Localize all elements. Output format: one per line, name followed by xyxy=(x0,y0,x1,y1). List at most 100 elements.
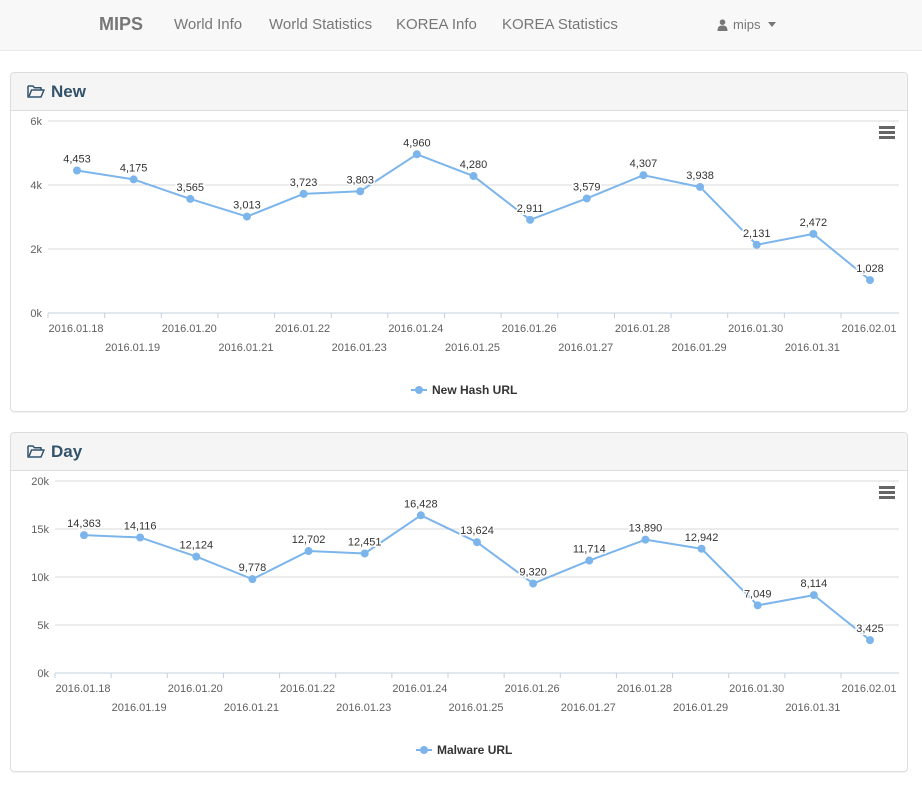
data-point[interactable] xyxy=(473,538,481,547)
x-tick-label: 2016.01.27 xyxy=(561,702,616,714)
data-point[interactable] xyxy=(412,150,421,159)
x-tick-label: 2016.01.24 xyxy=(388,323,443,335)
y-tick-label: 6k xyxy=(30,116,42,128)
data-point[interactable] xyxy=(809,591,818,600)
x-tick-label: 2016.01.29 xyxy=(672,342,727,354)
nav-korea-statistics[interactable]: KOREA Statistics xyxy=(502,16,618,33)
data-point[interactable] xyxy=(416,511,425,520)
data-label: 12,451 xyxy=(348,536,382,548)
data-label: 7,049 xyxy=(744,588,772,600)
data-point[interactable] xyxy=(753,601,762,610)
data-label: 3,013 xyxy=(233,200,261,212)
data-point[interactable] xyxy=(192,552,201,561)
panel-heading: Day xyxy=(11,433,907,471)
y-tick-label: 2k xyxy=(30,244,42,256)
data-label: 12,124 xyxy=(179,540,213,552)
data-label: 3,565 xyxy=(177,182,205,194)
x-tick-label: 2016.01.29 xyxy=(673,702,728,714)
x-tick-label: 2016.01.26 xyxy=(502,323,557,335)
data-point[interactable] xyxy=(129,175,138,184)
data-point[interactable] xyxy=(585,556,594,565)
data-point[interactable] xyxy=(529,579,538,588)
x-tick-label: 2016.01.23 xyxy=(332,342,387,354)
x-tick-label: 2016.01.26 xyxy=(505,683,560,695)
panel-day: Day 0k 5k 10k 15k 20k 2016.01.18 2016.01.19 201… xyxy=(10,432,908,772)
line-chart-day: 0k5k10k15k20k2016.01.182016.01.192016.01… xyxy=(31,476,899,757)
data-label: 9,778 xyxy=(239,562,267,574)
data-point[interactable] xyxy=(73,166,81,175)
x-tick-label: 2016.01.19 xyxy=(112,702,167,714)
data-label: 2,911 xyxy=(517,203,544,215)
y-tick-label: 20k xyxy=(31,476,49,488)
data-point[interactable] xyxy=(242,212,251,221)
navbar: MIPS World Info World Statistics KOREA I… xyxy=(0,0,922,51)
data-point[interactable] xyxy=(866,636,874,645)
data-point[interactable] xyxy=(697,544,706,553)
data-label: 4,960 xyxy=(403,137,431,149)
x-tick-label: 2016.01.22 xyxy=(275,323,330,335)
data-point[interactable] xyxy=(80,531,88,540)
x-tick-label: 2016.01.21 xyxy=(224,702,279,714)
data-point[interactable] xyxy=(641,535,650,544)
data-label: 3,723 xyxy=(290,177,318,189)
y-tick-label: 15k xyxy=(31,524,49,536)
x-tick-label: 2016.01.20 xyxy=(168,683,223,695)
data-point[interactable] xyxy=(136,533,145,542)
data-point[interactable] xyxy=(299,189,308,198)
data-point[interactable] xyxy=(248,575,257,584)
x-tick-label: 2016.01.19 xyxy=(105,342,160,354)
data-point[interactable] xyxy=(582,194,591,203)
x-tick-label: 2016.01.28 xyxy=(617,683,672,695)
nav-korea-info[interactable]: KOREA Info xyxy=(396,16,477,33)
x-tick-label: 2016.01.25 xyxy=(445,342,500,354)
data-label: 13,890 xyxy=(629,523,663,535)
data-label: 4,280 xyxy=(460,159,488,171)
nav-world-info[interactable]: World Info xyxy=(174,16,243,33)
x-tick-label: 2016.01.30 xyxy=(728,323,783,335)
chevron-down-icon xyxy=(768,22,777,27)
x-tick-label: 2016.02.01 xyxy=(841,683,896,695)
data-point[interactable] xyxy=(809,229,818,238)
data-label: 12,942 xyxy=(685,532,719,544)
user-name: mips xyxy=(733,17,761,32)
user-icon xyxy=(717,18,728,31)
chart-menu-icon[interactable] xyxy=(875,122,899,144)
data-label: 14,116 xyxy=(124,520,157,532)
x-tick-label: 2016.02.01 xyxy=(841,323,896,335)
data-point[interactable] xyxy=(360,549,369,558)
nav-world-statistics[interactable]: World Statistics xyxy=(269,16,373,33)
y-tick-label: 4k xyxy=(30,180,42,192)
data-point[interactable] xyxy=(752,240,761,249)
y-tick-label: 10k xyxy=(31,572,49,584)
legend-label: Malware URL xyxy=(437,743,512,757)
data-label: 3,425 xyxy=(856,623,884,635)
data-label: 4,307 xyxy=(630,158,658,170)
data-label: 3,938 xyxy=(686,170,714,182)
x-tick-label: 2016.01.30 xyxy=(729,683,784,695)
legend-item[interactable]: Malware URL xyxy=(416,743,512,757)
y-tick-label: 0k xyxy=(30,308,42,320)
data-point[interactable] xyxy=(639,171,648,180)
data-label: 4,175 xyxy=(120,162,148,174)
x-tick-label: 2016.01.28 xyxy=(615,323,670,335)
data-label: 13,624 xyxy=(460,525,494,537)
chart-menu-icon[interactable] xyxy=(875,482,899,504)
data-point[interactable] xyxy=(469,172,478,181)
data-point[interactable] xyxy=(356,187,365,196)
folder-open-icon xyxy=(27,85,45,98)
data-point[interactable] xyxy=(526,215,535,224)
brand-logo[interactable]: MIPS xyxy=(99,14,144,34)
data-label: 3,579 xyxy=(573,181,601,193)
x-tick-label: 2016.01.31 xyxy=(785,342,840,354)
panel-new: New 0k 2k 4k 6k 2016.01.18 2016.01.19 2016.01.… xyxy=(10,72,908,412)
data-point[interactable] xyxy=(696,182,705,191)
data-label: 2,472 xyxy=(800,217,828,229)
data-point[interactable] xyxy=(304,547,313,556)
y-tick-label: 0k xyxy=(37,668,49,680)
legend-label: New Hash URL xyxy=(432,383,517,397)
data-label: 16,428 xyxy=(404,498,438,510)
data-point[interactable] xyxy=(866,276,874,285)
data-point[interactable] xyxy=(186,194,195,203)
legend-item[interactable]: New Hash URL xyxy=(411,383,517,397)
user-menu-dropdown[interactable]: mips xyxy=(717,17,777,32)
